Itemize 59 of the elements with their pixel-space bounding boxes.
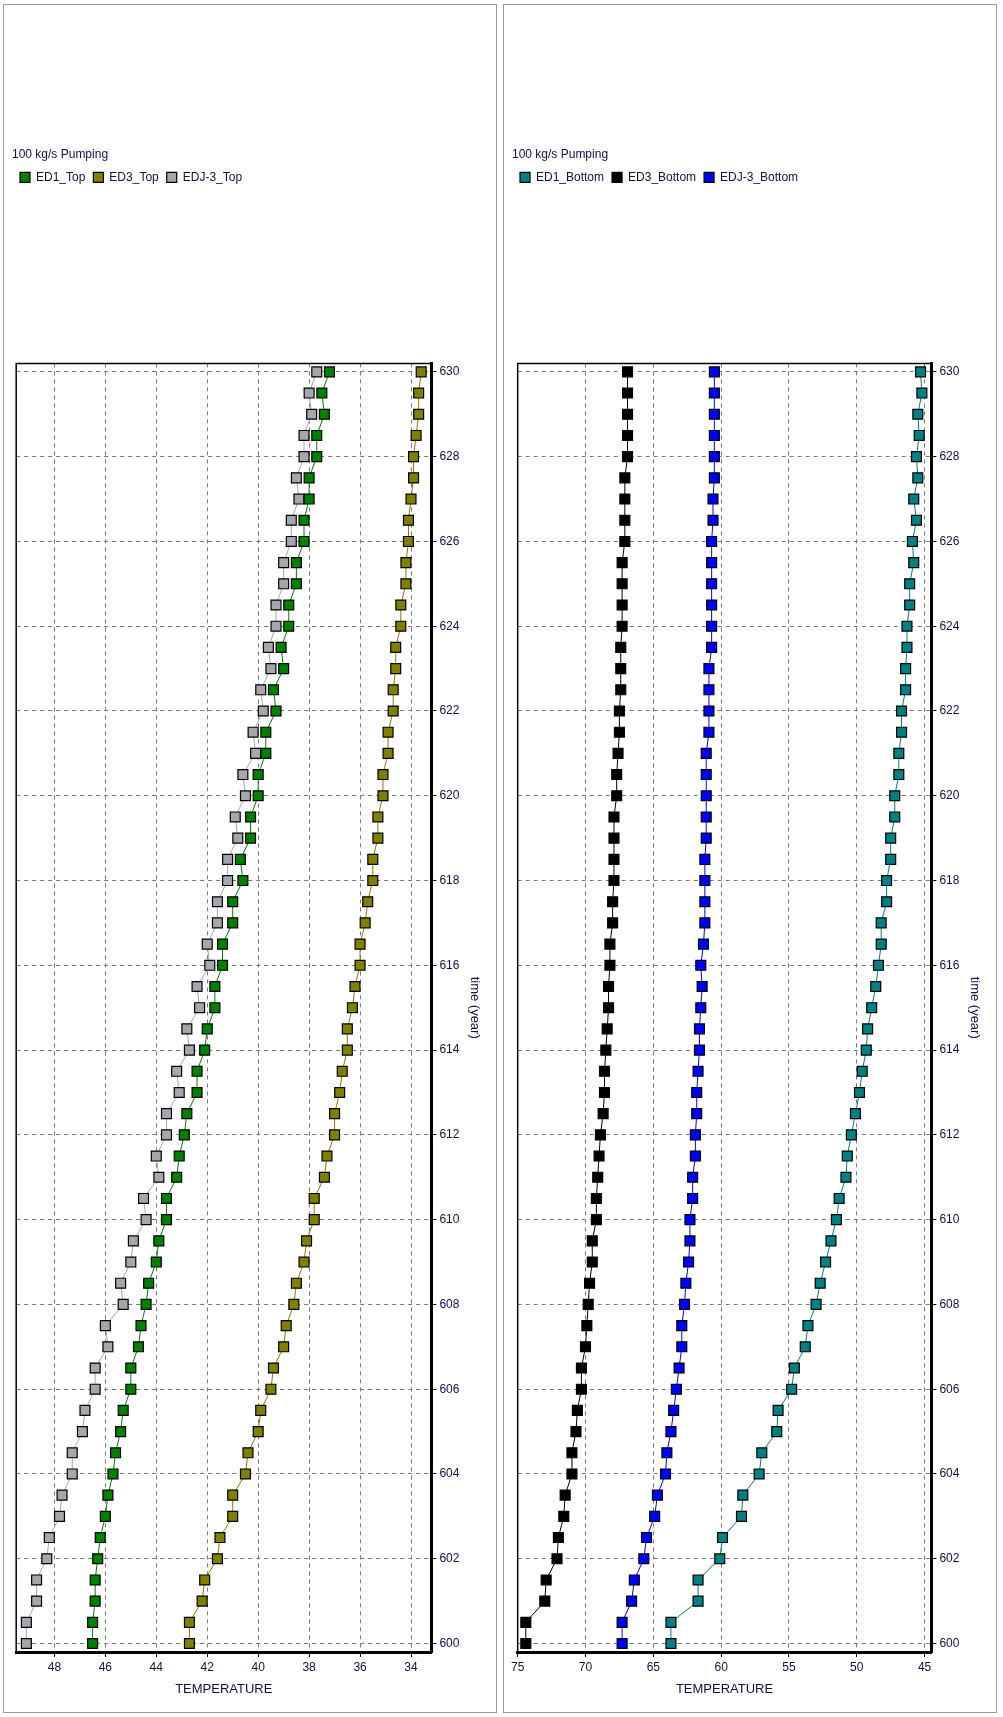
y-axis-title: time (year) (967, 976, 983, 1039)
y-tick-label: 628 (939, 448, 960, 463)
y-tick-label: 604 (939, 1466, 960, 1481)
y-tick-label: 608 (439, 1296, 460, 1311)
x-tick-label: 75 (510, 1659, 525, 1674)
y-tick-label: 606 (939, 1381, 960, 1396)
y-tick-label: 624 (939, 618, 960, 633)
y-tick-label: 602 (939, 1551, 960, 1566)
y-tick-label: 624 (439, 618, 460, 633)
y-tick-label: 600 (939, 1635, 960, 1650)
x-tick-label: 70 (578, 1659, 593, 1674)
x-axis-title: TEMPERATURE (675, 1680, 774, 1696)
legend-label: ED1_Bottom (536, 169, 605, 184)
y-tick-label: 608 (939, 1296, 960, 1311)
y-tick-label: 630 (439, 364, 460, 379)
y-tick-label: 610 (939, 1211, 960, 1226)
y-tick-label: 630 (939, 364, 960, 379)
y-tick-label: 622 (939, 703, 960, 718)
legend-label: EDJ-3_Top (182, 169, 243, 184)
y-tick-label: 614 (439, 1042, 460, 1057)
x-tick-label: 65 (646, 1659, 661, 1674)
x-axis-title: TEMPERATURE (175, 1680, 273, 1696)
x-tick-label: 45 (917, 1659, 932, 1674)
x-tick-label: 38 (302, 1659, 317, 1674)
x-tick-label: 34 (404, 1659, 418, 1674)
x-tick-label: 44 (149, 1659, 164, 1674)
y-tick-label: 612 (439, 1127, 460, 1142)
y-tick-label: 614 (939, 1042, 960, 1057)
legend-label: ED3_Top (109, 169, 160, 184)
x-tick-label: 55 (782, 1659, 796, 1674)
y-tick-label: 610 (439, 1211, 460, 1226)
y-tick-label: 628 (439, 448, 460, 463)
y-tick-label: 616 (939, 957, 960, 972)
x-tick-label: 46 (98, 1659, 113, 1674)
y-tick-label: 618 (939, 872, 960, 887)
y-axis-title: time (year) (467, 976, 483, 1039)
y-tick-label: 620 (439, 788, 460, 803)
legend-label: ED1_Top (36, 169, 86, 184)
y-tick-label: 612 (939, 1127, 960, 1142)
x-tick-label: 36 (353, 1659, 368, 1674)
y-tick-label: 618 (439, 872, 460, 887)
legend-title: 100 kg/s Pumping (12, 147, 109, 162)
legend-title: 100 kg/s Pumping (512, 147, 609, 162)
x-tick-label: 60 (714, 1659, 729, 1674)
y-tick-label: 606 (439, 1381, 460, 1396)
legend-label: EDJ-3_Bottom (720, 169, 799, 184)
y-tick-label: 616 (439, 957, 460, 972)
y-tick-label: 602 (439, 1551, 460, 1566)
y-tick-label: 600 (439, 1635, 460, 1650)
y-tick-label: 622 (439, 703, 460, 718)
x-tick-label: 42 (200, 1659, 215, 1674)
legend-label: ED3_Bottom (628, 169, 697, 184)
y-tick-label: 620 (939, 788, 960, 803)
y-tick-label: 604 (439, 1466, 460, 1481)
x-tick-label: 40 (251, 1659, 266, 1674)
x-tick-label: 50 (850, 1659, 864, 1674)
y-tick-label: 626 (439, 533, 460, 548)
x-tick-label: 48 (47, 1659, 62, 1674)
y-tick-label: 626 (939, 533, 960, 548)
